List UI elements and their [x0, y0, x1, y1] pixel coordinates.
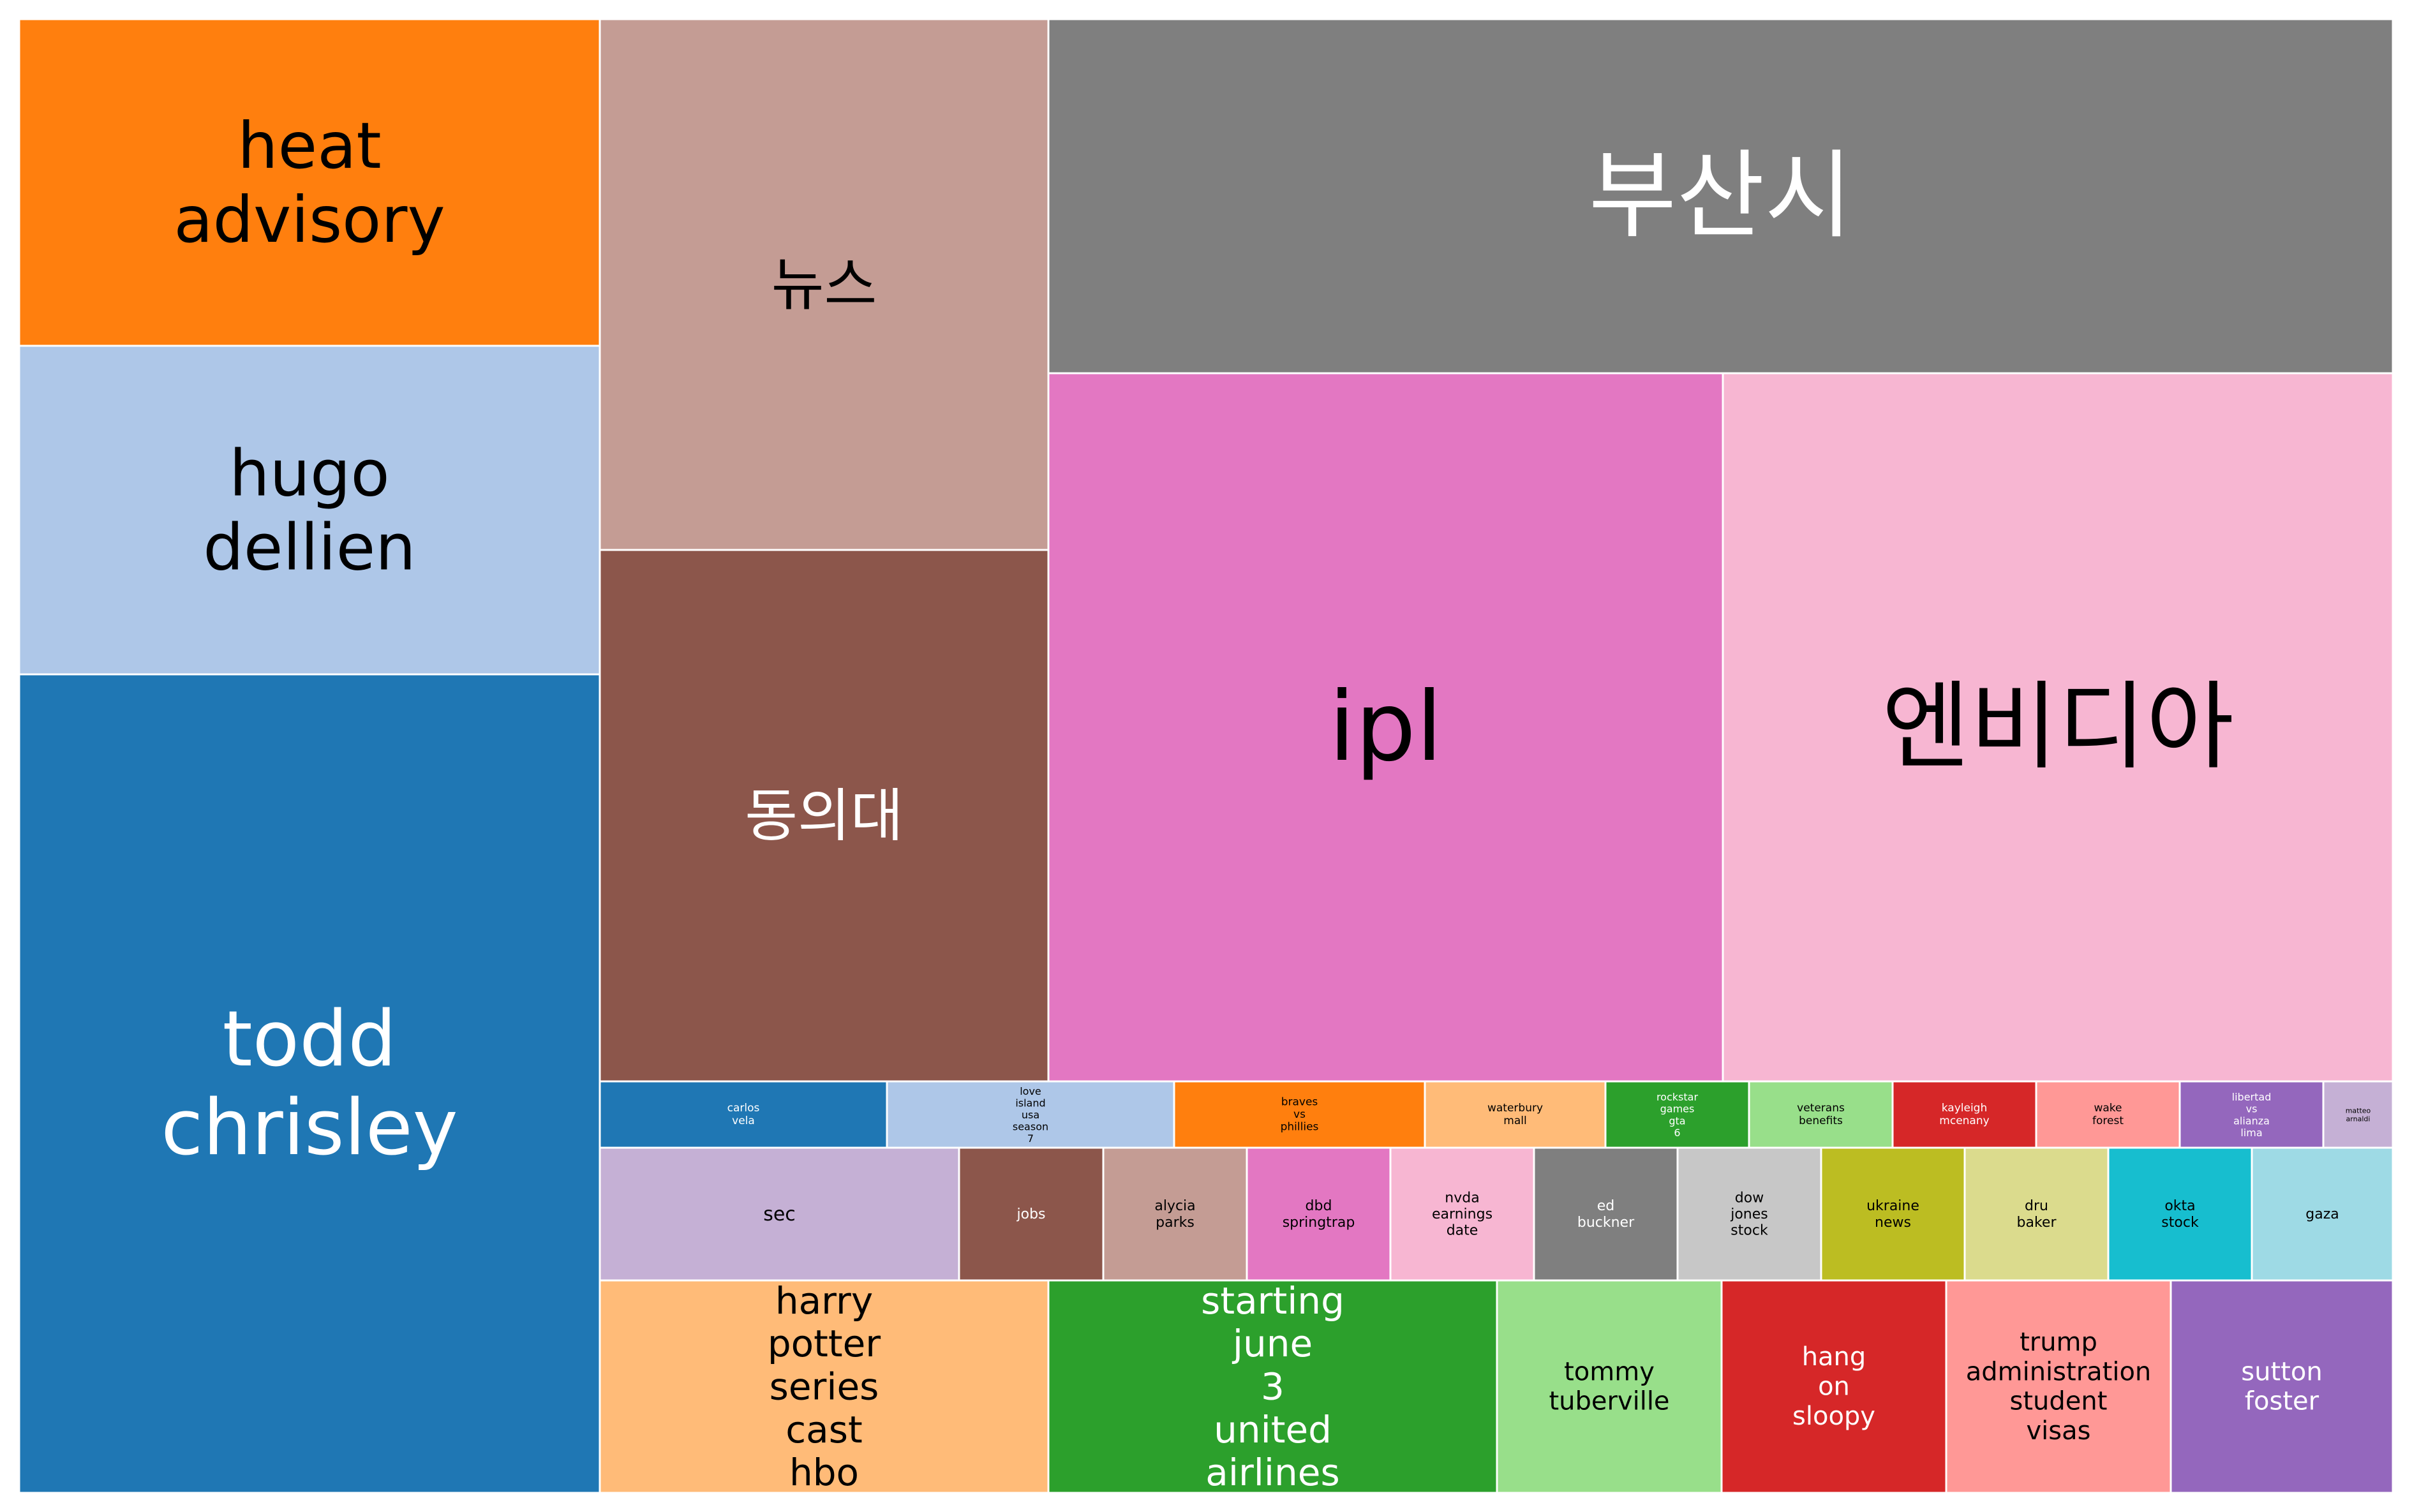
treemap-tile-libertad-vs-alianza-lima-16: libertad vs alianza lima [2178, 1080, 2325, 1149]
treemap-tile-label: 뉴스 [771, 251, 877, 318]
treemap-tile-label: starting june 3 united airlines [1201, 1279, 1344, 1494]
treemap-tile-cell-3: 뉴스 [599, 18, 1050, 551]
treemap-tile-heat-advisory-0: heat advisory [18, 18, 601, 347]
treemap-tile-label: veterans benefits [1797, 1102, 1845, 1127]
treemap-tile-cell-7: 엔비디아 [1722, 372, 2394, 1083]
treemap-tile-label: tommy tuberville [1549, 1357, 1669, 1416]
treemap-tile-label: alycia parks [1154, 1198, 1195, 1231]
treemap-tile-waterbury-mall-11: waterbury mall [1424, 1080, 1607, 1149]
treemap-tile-label: 동의대 [745, 782, 903, 849]
treemap-tile-label: okta stock [2161, 1198, 2199, 1231]
treemap-tile-label: sutton foster [2241, 1357, 2322, 1416]
treemap-tile-cell-4: 동의대 [599, 549, 1050, 1083]
treemap-tile-gaza-28: gaza [2251, 1146, 2394, 1282]
treemap-tile-rect [1604, 1080, 1750, 1149]
treemap-tile-rect [1676, 1146, 1822, 1282]
treemap-tile-rect [2170, 1279, 2394, 1494]
treemap-tile-rect [1389, 1146, 1535, 1282]
treemap-tile-sec-18: sec [599, 1146, 960, 1282]
treemap-tile-veterans-benefits-13: veterans benefits [1748, 1080, 1894, 1149]
treemap-tile-rect [2107, 1146, 2253, 1282]
treemap-tile-rect [2251, 1146, 2394, 1282]
treemap-tile-rect [886, 1080, 1175, 1149]
treemap-tile-dbd-springtrap-21: dbd springtrap [1246, 1146, 1392, 1282]
treemap-tile-trump-administration-student-visas-33: trump administration student visas [1945, 1279, 2172, 1494]
treemap-tile-rect [1047, 372, 1724, 1083]
treemap-tile-dru-baker-26: dru baker [1963, 1146, 2110, 1282]
treemap-tile-label: braves vs phillies [1281, 1095, 1319, 1133]
treemap-tile-label: rockstar games gta 6 [1656, 1091, 1698, 1139]
treemap-tile-rect [1496, 1279, 1723, 1494]
treemap-tile-kayleigh-mcenany-14: kayleigh mcenany [1891, 1080, 2037, 1149]
treemap-tile-label: carlos vela [727, 1102, 760, 1127]
treemap-tile-nvda-earnings-date-22: nvda earnings date [1389, 1146, 1535, 1282]
treemap-tile-harry-potter-series-cast-hbo-29: harry potter series cast hbo [599, 1279, 1050, 1494]
treemap-tile-label: dbd springtrap [1283, 1198, 1355, 1231]
treemap-tile-rect [18, 18, 601, 347]
treemap-tile-label: 엔비디아 [1882, 672, 2234, 783]
treemap-tile-sutton-foster-34: sutton foster [2170, 1279, 2394, 1494]
treemap-tile-cell-5: 부산시 [1047, 18, 2394, 374]
treemap-tile-matteo-arnaldi-17: matteo arnaldi [2322, 1080, 2394, 1149]
treemap-tile-todd-chrisley-2: todd chrisley [18, 673, 601, 1494]
treemap-tile-label: love island usa season 7 [1013, 1085, 1048, 1144]
treemap-tile-label: nvda earnings date [1432, 1190, 1493, 1238]
treemap-tile-alycia-parks-20: alycia parks [1102, 1146, 1248, 1282]
treemap-tile-love-island-usa-season-7-9: love island usa season 7 [886, 1080, 1175, 1149]
treemap-tile-label: libertad vs alianza lima [2232, 1091, 2272, 1139]
treemap-tile-rect [599, 1146, 960, 1282]
treemap-tile-ed-buckner-23: ed buckner [1533, 1146, 1679, 1282]
treemap-tile-label: hang on sloopy [1792, 1342, 1875, 1431]
treemap-tile-rect [18, 673, 601, 1494]
treemap-tile-hang-on-sloopy-32: hang on sloopy [1720, 1279, 1947, 1494]
treemap-tile-label: sec [763, 1203, 796, 1226]
treemap-tile-carlos-vela-8: carlos vela [599, 1080, 888, 1149]
treemap-tile-label: harry potter series cast hbo [768, 1279, 881, 1494]
treemap-tile-rect [599, 549, 1050, 1083]
treemap-tile-ukraine-news-25: ukraine news [1820, 1146, 1966, 1282]
treemap-tile-label: ed buckner [1577, 1198, 1635, 1231]
treemap-tile-label: kayleigh mcenany [1939, 1102, 1989, 1127]
treemap-tile-label: heat advisory [174, 108, 445, 257]
treemap-tile-label: dru baker [2017, 1198, 2057, 1231]
treemap-tile-rect [1748, 1080, 1894, 1149]
treemap-tile-rect [1047, 1279, 1498, 1494]
treemap-tile-label: matteo arnaldi [2346, 1106, 2371, 1123]
treemap-tile-rect [599, 1080, 888, 1149]
treemap-tile-rect [1891, 1080, 2037, 1149]
treemap-tile-label: wake forest [2092, 1102, 2124, 1127]
treemap-tile-wake-forest-15: wake forest [2035, 1080, 2181, 1149]
treemap-tile-label: jobs [1016, 1206, 1046, 1222]
treemap-tile-label: todd chrisley [161, 995, 458, 1172]
treemap-tile-label: hugo dellien [203, 436, 415, 584]
treemap-tile-rect [2322, 1080, 2394, 1149]
treemap-tile-dow-jones-stock-24: dow jones stock [1676, 1146, 1822, 1282]
treemap-tile-jobs-19: jobs [958, 1146, 1105, 1282]
treemap-tile-starting-june-3-united-airlines-30: starting june 3 united airlines [1047, 1279, 1498, 1494]
treemap-tile-rect [1424, 1080, 1607, 1149]
treemap-tile-ipl-6: ipl [1047, 372, 1724, 1083]
treemap-tile-rect [1945, 1279, 2172, 1494]
treemap-tile-rect [599, 18, 1050, 551]
treemap-tile-label: ipl [1329, 672, 1443, 783]
treemap-tile-label: gaza [2305, 1206, 2339, 1222]
treemap-tile-rect [1173, 1080, 1426, 1149]
treemap-tile-rect [1722, 372, 2394, 1083]
treemap-tile-okta-stock-27: okta stock [2107, 1146, 2253, 1282]
treemap-tile-hugo-dellien-1: hugo dellien [18, 345, 601, 676]
treemap-tile-rect [1102, 1146, 1248, 1282]
treemap-tile-label: dow jones stock [1730, 1190, 1768, 1238]
treemap-tile-label: ukraine news [1866, 1198, 1919, 1231]
treemap-tile-label: waterbury mall [1487, 1102, 1543, 1127]
treemap-tile-label: trump administration student visas [1966, 1328, 2152, 1446]
treemap-tile-label: 부산시 [1588, 141, 1852, 252]
treemap-tile-rockstar-games-gta-6-12: rockstar games gta 6 [1604, 1080, 1750, 1149]
treemap-tile-braves-vs-phillies-10: braves vs phillies [1173, 1080, 1426, 1149]
treemap-tile-tommy-tuberville-31: tommy tuberville [1496, 1279, 1723, 1494]
